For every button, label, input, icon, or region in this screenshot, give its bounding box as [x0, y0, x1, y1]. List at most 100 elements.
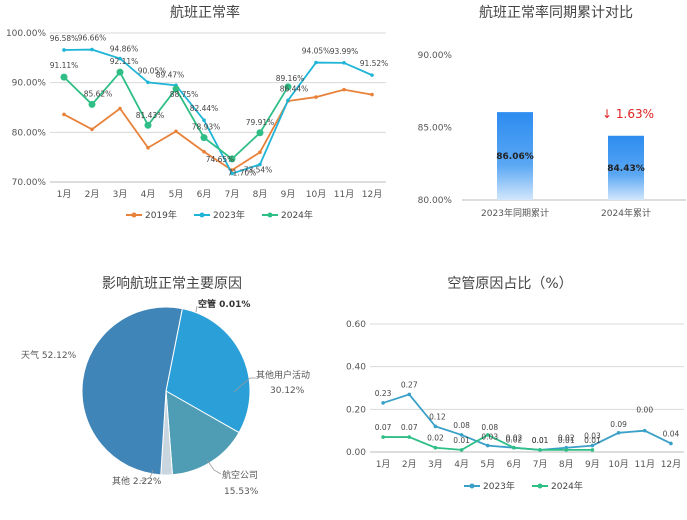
data-label: 0.02: [558, 434, 575, 443]
y-tick-label: 80.00%: [12, 128, 47, 138]
y-tick-label: 80.00%: [418, 196, 453, 206]
data-point: [381, 401, 385, 405]
data-point: [616, 431, 621, 435]
data-point: [118, 106, 122, 111]
data-point: [590, 443, 595, 448]
data-label: 0.01: [584, 436, 601, 445]
data-label: 0.01: [532, 436, 549, 445]
data-label: 0.01: [453, 436, 470, 445]
data-point: [381, 435, 385, 439]
legend-label: 2019年: [145, 209, 177, 221]
x-tick-label: 3月: [113, 189, 128, 200]
data-point: [590, 448, 595, 452]
data-label: 0.01: [558, 436, 575, 445]
pie-label-other-users-value: 30.12%: [270, 386, 305, 396]
legend-marker: [267, 212, 273, 218]
x-tick-label: 4月: [141, 189, 156, 200]
atc-ratio-line-chart: 空管原因占比（%） 0.00 0.20 0.40 0.60 1月 2月 3月 4月 5月 6月 7月…: [346, 276, 684, 492]
data-label: 0.04: [663, 429, 680, 438]
x-tick-label: 10月: [306, 189, 326, 200]
data-point: [485, 433, 490, 437]
data-point: [485, 443, 490, 448]
bar-value-label: 86.06%: [496, 152, 534, 162]
y-tick-label: 0.20: [346, 405, 366, 415]
data-label: 0.02: [506, 434, 523, 443]
pie-slice: [81, 306, 183, 476]
data-label: 85.62%: [84, 89, 113, 98]
legend-marker: [131, 212, 137, 218]
data-point: [314, 95, 318, 99]
series-line: [63, 48, 373, 175]
x-tick-label: 8月: [559, 459, 574, 470]
data-point: [407, 392, 412, 397]
data-point: [62, 112, 66, 117]
data-point: [146, 80, 150, 85]
data-point: [314, 60, 318, 65]
data-point: [202, 149, 206, 154]
data-point: [370, 73, 374, 77]
data-label: 0.07: [401, 423, 418, 432]
data-label: 0.09: [610, 420, 627, 429]
x-tick-label: 9月: [585, 459, 600, 470]
x-tick-label: 9月: [281, 189, 296, 200]
bar: [608, 135, 644, 200]
data-point: [669, 441, 673, 446]
y-tick-label: 90.00%: [418, 51, 453, 61]
data-label: 94.86%: [110, 45, 139, 54]
data-point: [642, 428, 647, 433]
legend-marker: [537, 483, 543, 489]
data-label: 0.08: [481, 423, 498, 432]
x-tick-label: 8月: [253, 189, 268, 200]
data-point: [538, 448, 542, 452]
x-tick-label: 1月: [376, 459, 391, 470]
data-label: 91.52%: [360, 59, 389, 68]
data-point: [200, 134, 208, 142]
y-tick-label: 85.00%: [418, 124, 453, 134]
data-label: 0.27: [401, 380, 418, 389]
pie-label-other: 其他 2.22%: [112, 475, 162, 487]
chart-title: 影响航班正常主要原因: [102, 276, 242, 292]
data-point: [144, 121, 152, 129]
y-tick-label: 90.00%: [12, 79, 47, 89]
x-tick-label: 11月: [635, 459, 655, 470]
data-label: 96.66%: [78, 34, 107, 43]
data-point: [342, 61, 346, 65]
data-point: [174, 129, 178, 134]
y-tick-label: 100.00%: [6, 29, 46, 39]
data-point: [284, 83, 292, 91]
x-tick-label: 2023年同期累计: [481, 207, 549, 219]
data-point: [172, 85, 180, 93]
legend-label: 2024年: [281, 209, 313, 221]
x-tick-label: 5月: [480, 459, 495, 470]
x-tick-label: 7月: [533, 459, 548, 470]
x-tick-label: 12月: [661, 459, 681, 470]
pie-slice: [165, 390, 240, 476]
x-tick-label: 6月: [197, 189, 212, 200]
data-point: [258, 162, 262, 167]
data-label: 0.02: [427, 434, 444, 443]
pie-label-atc: 空管 0.01%: [198, 298, 250, 310]
data-label: 0.08: [453, 421, 470, 430]
data-label: 96.58%: [50, 34, 79, 43]
data-point: [370, 92, 374, 97]
data-label: 86.44%: [280, 84, 309, 93]
data-label: 93.99%: [330, 47, 359, 56]
x-tick-label: 5月: [169, 189, 184, 200]
legend-marker: [199, 212, 205, 218]
data-label: 0.03: [584, 432, 601, 441]
data-point: [286, 98, 290, 103]
data-point: [407, 435, 412, 439]
data-point: [433, 424, 438, 429]
data-point: [433, 445, 438, 450]
data-point: [146, 145, 150, 150]
data-point: [62, 48, 66, 52]
pie-slice: [165, 308, 251, 434]
data-point: [258, 150, 262, 154]
data-point: [230, 171, 234, 176]
data-point: [90, 47, 94, 52]
legend-label: 2023年: [213, 209, 245, 221]
x-tick-label: 10月: [608, 459, 628, 470]
data-point: [88, 100, 96, 108]
data-point: [90, 127, 94, 132]
bar: [497, 112, 533, 200]
